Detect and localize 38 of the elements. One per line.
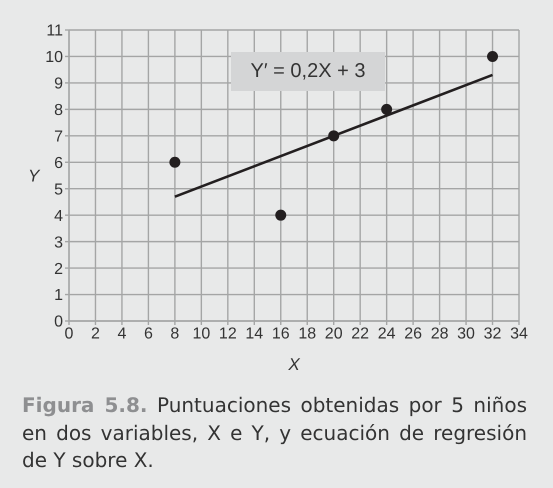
y-tick-label: 8 — [54, 102, 64, 120]
y-tick-label: 4 — [54, 208, 64, 225]
x-tick-label: 6 — [144, 325, 153, 342]
y-tick-label: 1 — [54, 287, 64, 304]
x-tick-label: 20 — [324, 325, 343, 342]
y-tick-label: 0 — [54, 314, 64, 331]
x-tick-label: 10 — [192, 325, 210, 342]
y-tick-label: 6 — [54, 154, 64, 172]
y-tick-label: 5 — [54, 181, 64, 198]
point — [169, 156, 180, 168]
x-tick-label: 8 — [170, 325, 180, 342]
x-tick-label: 16 — [272, 325, 290, 342]
point — [487, 50, 498, 62]
x-axis-title: X — [287, 355, 300, 374]
y-tick-label: 7 — [54, 128, 64, 146]
x-tick-label: 18 — [298, 325, 316, 342]
y-tick-label: 11 — [46, 22, 64, 40]
x-tick-label: 24 — [378, 325, 396, 342]
x-tick-label: 4 — [117, 325, 126, 342]
series-label: Y′ = 0,2X + 3 — [231, 52, 385, 91]
x-tick-label: 14 — [245, 325, 264, 342]
point — [328, 130, 340, 142]
x-tick-label: 12 — [218, 325, 237, 342]
y-axis-title: Y — [28, 166, 41, 186]
y-tick-label: 10 — [45, 49, 64, 66]
y-tick-label: 2 — [54, 260, 64, 278]
y-tick-label: 3 — [54, 234, 64, 252]
x-tick-label: 28 — [430, 325, 449, 342]
text: Figura 5.8. Puntuaciones obtenidas por 5 niños en dos variables, X e Y, y ecuación de regresión de Y sobre X. — [22, 392, 528, 474]
x-tick-label: 2 — [91, 325, 100, 342]
x-tick-label: 30 — [457, 325, 476, 342]
x-tick-label: 26 — [404, 325, 422, 342]
x-tick-label: 34 — [510, 325, 528, 342]
y-tick-label: 9 — [54, 76, 64, 93]
x-tick-label: 22 — [351, 325, 370, 342]
point — [275, 210, 286, 221]
point — [381, 104, 392, 115]
x-tick-label: 32 — [484, 325, 502, 342]
